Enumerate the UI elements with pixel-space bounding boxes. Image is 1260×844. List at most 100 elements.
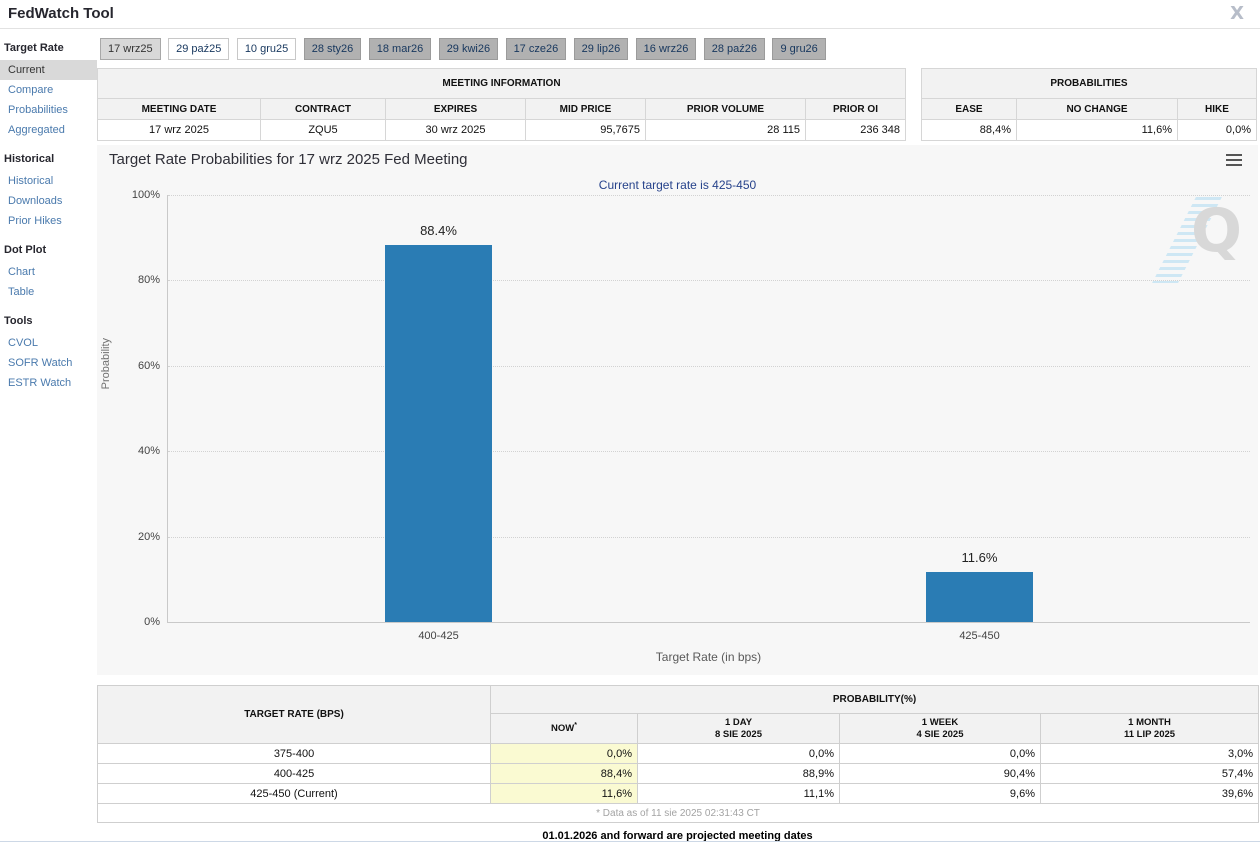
date-tab[interactable]: 17 wrz25 bbox=[100, 38, 161, 60]
quikstrike-watermark: Q bbox=[1152, 196, 1246, 285]
bar-425-450 bbox=[926, 572, 1033, 622]
probabilities-caption: PROBABILITIES bbox=[921, 68, 1257, 99]
rate-range-cell: 375-400 bbox=[97, 743, 491, 764]
bar-value-label: 11.6% bbox=[961, 550, 998, 566]
week-probability-cell: 0,0% bbox=[839, 743, 1041, 764]
meeting-date-tabs: 17 wrz25 29 paź25 10 gru25 28 sty26 18 m… bbox=[100, 38, 829, 60]
date-tab[interactable]: 28 sty26 bbox=[303, 38, 362, 60]
now-probability-cell: 11,6% bbox=[490, 783, 638, 804]
group-header-probability-pct: PROBABILITY(%) bbox=[489, 685, 1260, 714]
col-header-no-change: NO CHANGE bbox=[1016, 98, 1178, 120]
col-header-1-month: 1 MONTH 11 LIP 2025 bbox=[1039, 713, 1260, 744]
gridline bbox=[168, 365, 1250, 367]
watermark-q-logo: Q bbox=[1190, 196, 1242, 266]
sidebar-item-chart[interactable]: Chart bbox=[8, 266, 35, 278]
sidebar-section-target-rate: Target Rate bbox=[4, 42, 64, 54]
day-probability-cell: 88,9% bbox=[637, 763, 840, 784]
hike-value: 0,0% bbox=[1177, 119, 1257, 141]
window-header: FedWatch Tool X bbox=[0, 0, 1260, 29]
prior-oi-value: 236 348 bbox=[805, 119, 906, 141]
week-probability-cell: 9,6% bbox=[839, 783, 1041, 804]
gridline bbox=[168, 195, 1250, 196]
info-tables-row: MEETING INFORMATION MEETING DATE CONTRAC… bbox=[97, 68, 1258, 141]
month-probability-cell: 3,0% bbox=[1039, 743, 1260, 764]
rate-range-cell: 400-425 bbox=[97, 763, 491, 784]
sidebar-item-cvol[interactable]: CVOL bbox=[8, 337, 38, 349]
probabilities-summary-table: PROBABILITIES EASE NO CHANGE HIKE 88,4% … bbox=[921, 68, 1257, 141]
no-change-value: 11,6% bbox=[1016, 119, 1178, 141]
col-header-contract: CONTRACT bbox=[260, 98, 386, 120]
date-tab[interactable]: 10 gru25 bbox=[236, 38, 297, 60]
mid-price-value: 95,7675 bbox=[525, 119, 646, 141]
date-tab[interactable]: 18 mar26 bbox=[368, 38, 432, 60]
week-probability-cell: 90,4% bbox=[839, 763, 1041, 784]
sidebar-item-aggregated[interactable]: Aggregated bbox=[8, 124, 65, 136]
day-probability-cell: 11,1% bbox=[637, 783, 840, 804]
y-tick-label: 60% bbox=[137, 359, 160, 372]
gridline bbox=[168, 451, 1250, 453]
probability-history-section: TARGET RATE (BPS) PROBABILITY(%) NOW* 1 … bbox=[96, 685, 1260, 823]
meeting-information-table: MEETING INFORMATION MEETING DATE CONTRAC… bbox=[97, 68, 906, 141]
sidebar-item-table[interactable]: Table bbox=[8, 286, 35, 298]
chart-subtitle: Current target rate is 425-450 bbox=[598, 178, 757, 192]
month-probability-cell: 39,6% bbox=[1039, 783, 1260, 804]
table-row: 375-400 0,0% 0,0% 0,0% 3,0% bbox=[97, 743, 1260, 764]
plot-area: 100% 80% 60% 40% 20% 0% 88.4% 400-425 11.6% 425-4… bbox=[132, 189, 1250, 642]
contract-value: ZQU5 bbox=[260, 119, 386, 141]
y-tick-label: 100% bbox=[131, 189, 160, 201]
date-tab[interactable]: 28 paź26 bbox=[703, 38, 766, 60]
col-header-expires: EXPIRES bbox=[385, 98, 526, 120]
date-tab[interactable]: 9 gru26 bbox=[772, 38, 826, 60]
ease-value: 88,4% bbox=[921, 119, 1017, 141]
date-tab[interactable]: 29 paź25 bbox=[168, 38, 230, 60]
sidebar-item-historical[interactable]: Historical bbox=[8, 175, 54, 187]
table-row: 400-425 88,4% 88,9% 90,4% 57,4% bbox=[97, 763, 1260, 784]
sidebar-item-downloads[interactable]: Downloads bbox=[8, 195, 63, 207]
close-icon[interactable]: X bbox=[1230, 3, 1244, 24]
rate-range-cell: 425-450 (Current) bbox=[97, 783, 491, 804]
sidebar-section-tools: Tools bbox=[4, 315, 33, 327]
col-header-target-rate-bps: TARGET RATE (BPS) bbox=[97, 685, 491, 744]
sidebar-item-sofr-watch[interactable]: SOFR Watch bbox=[8, 357, 73, 369]
gridline bbox=[168, 536, 1250, 538]
date-tab[interactable]: 29 lip26 bbox=[573, 38, 629, 60]
col-header-prior-oi: PRIOR OI bbox=[805, 98, 906, 120]
sidebar-item-probabilities[interactable]: Probabilities bbox=[8, 104, 68, 116]
date-tab[interactable]: 16 wrz26 bbox=[635, 38, 697, 60]
chart-menu-icon[interactable] bbox=[1226, 154, 1242, 169]
col-header-hike: HIKE bbox=[1177, 98, 1257, 120]
y-axis-title: Probability bbox=[100, 337, 112, 390]
x-tick-label: 400-425 bbox=[418, 630, 459, 642]
date-tab[interactable]: 29 kwi26 bbox=[438, 38, 499, 60]
sidebar-item-estr-watch[interactable]: ESTR Watch bbox=[8, 377, 72, 389]
col-header-1-day: 1 DAY 8 SIE 2025 bbox=[637, 713, 840, 744]
sidebar-item-compare[interactable]: Compare bbox=[8, 84, 54, 96]
sidebar-item-current[interactable]: Current bbox=[0, 60, 97, 80]
probability-chart-panel: Target Rate Probabilities for 17 wrz 202… bbox=[97, 145, 1258, 675]
meeting-date-value: 17 wrz 2025 bbox=[97, 119, 261, 141]
sidebar-section-dot-plot: Dot Plot bbox=[4, 244, 47, 256]
col-header-1-week: 1 WEEK 4 SIE 2025 bbox=[839, 713, 1041, 744]
expires-value: 30 wrz 2025 bbox=[385, 119, 526, 141]
month-probability-cell: 57,4% bbox=[1039, 763, 1260, 784]
y-tick-label: 40% bbox=[137, 445, 160, 458]
date-tab[interactable]: 17 cze26 bbox=[505, 38, 567, 60]
sidebar-item-prior-hikes[interactable]: Prior Hikes bbox=[8, 215, 62, 227]
table-row: 425-450 (Current) 11,6% 11,1% 9,6% 39,6% bbox=[97, 783, 1260, 804]
col-header-prior-volume: PRIOR VOLUME bbox=[645, 98, 806, 120]
meeting-info-caption: MEETING INFORMATION bbox=[97, 68, 906, 99]
x-axis-title: Target Rate (in bps) bbox=[655, 650, 762, 664]
probability-history-table: TARGET RATE (BPS) PROBABILITY(%) NOW* 1 … bbox=[96, 685, 1260, 823]
sidebar-section-historical: Historical bbox=[4, 153, 55, 165]
y-tick-label: 20% bbox=[137, 530, 160, 543]
col-header-ease: EASE bbox=[921, 98, 1017, 120]
projected-dates-note: 01.01.2026 and forward are projected mee… bbox=[542, 830, 813, 842]
y-tick-label: 80% bbox=[137, 274, 160, 287]
col-header-mid-price: MID PRICE bbox=[525, 98, 646, 120]
page-title: FedWatch Tool bbox=[8, 5, 114, 22]
day-probability-cell: 0,0% bbox=[637, 743, 840, 764]
x-tick-label: 425-450 bbox=[959, 630, 1000, 642]
data-as-of-footnote: * Data as of 11 sie 2025 02:31:43 CT bbox=[96, 803, 1260, 823]
sidebar: Target Rate Current Compare Probabilitie… bbox=[0, 29, 97, 844]
